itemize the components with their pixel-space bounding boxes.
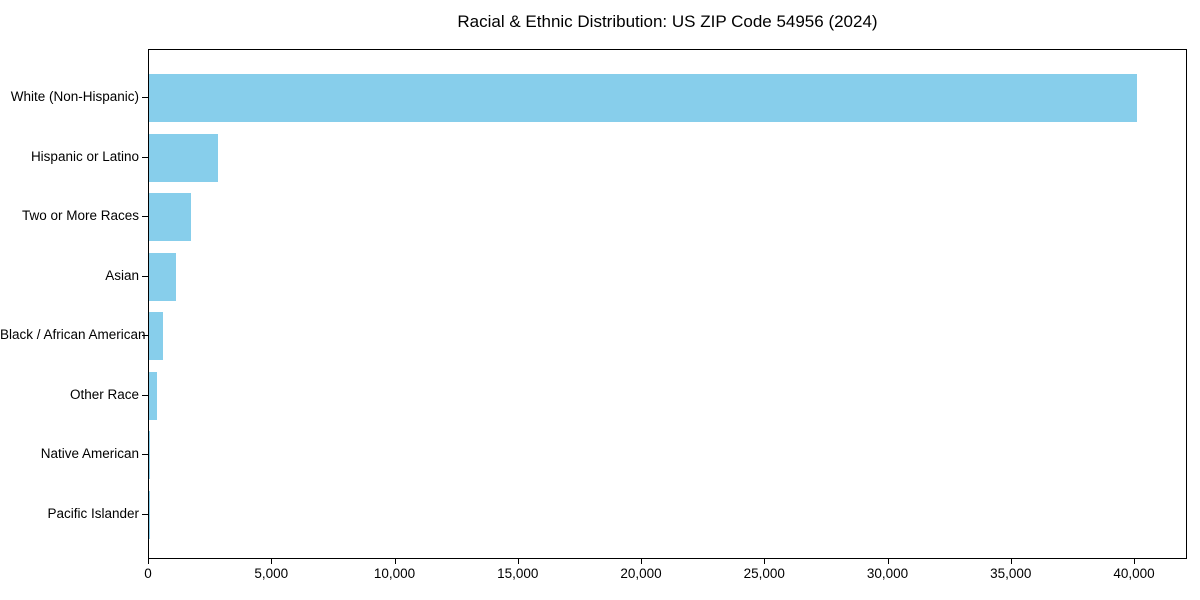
x-tick-label: 5,000 (254, 566, 289, 581)
bar-native-american (149, 431, 151, 479)
x-tick-mark (1134, 559, 1135, 564)
bar-other-race (149, 371, 157, 420)
x-tick-label: 15,000 (497, 566, 539, 581)
x-tick-mark (271, 559, 273, 564)
y-tick-label: Two or More Races (21, 208, 139, 223)
y-tick-label: Other Race (69, 386, 139, 402)
bar-asian (149, 252, 177, 301)
x-tick-mark (517, 559, 519, 564)
bar-hispanic-or-latino (149, 133, 219, 182)
y-tick-mark (142, 216, 148, 217)
y-tick-label: White (Non-Hispanic) (10, 89, 139, 104)
bar-black-african-american (149, 312, 164, 360)
x-tick-label: 0 (144, 566, 152, 581)
y-tick-label: Asian (105, 267, 139, 283)
x-tick-label: 20,000 (620, 566, 662, 581)
bar-two-or-more-races (149, 193, 191, 241)
x-tick-label: 25,000 (743, 566, 785, 581)
x-tick-mark (764, 559, 766, 564)
x-tick-label: 10,000 (373, 566, 416, 581)
chart-title: Racial & Ethnic Distribution: US ZIP Cod… (457, 12, 878, 31)
x-tick-label: 35,000 (990, 566, 1032, 581)
y-tick-mark (142, 454, 148, 455)
y-tick-label: Pacific Islander (47, 505, 139, 521)
x-tick-label: 40,000 (1113, 566, 1155, 581)
x-tick-label: 30,000 (866, 566, 909, 581)
x-tick-mark (394, 559, 396, 564)
y-tick-label: Native American (40, 446, 139, 461)
y-tick-mark (142, 394, 148, 396)
y-tick-mark (142, 275, 148, 277)
x-tick-mark (887, 559, 889, 564)
x-tick-mark (148, 559, 149, 564)
y-tick-mark (142, 97, 148, 98)
bar-white-non-hispanic (149, 74, 1138, 122)
x-tick-mark (641, 559, 642, 564)
y-tick-mark (142, 156, 148, 158)
y-tick-mark (142, 335, 148, 336)
y-tick-label: Black / African American (0, 327, 146, 342)
x-tick-mark (1010, 559, 1012, 564)
plot-area (148, 49, 1187, 559)
y-tick-label: Hispanic or Latino (30, 148, 139, 164)
y-tick-mark (142, 513, 148, 515)
